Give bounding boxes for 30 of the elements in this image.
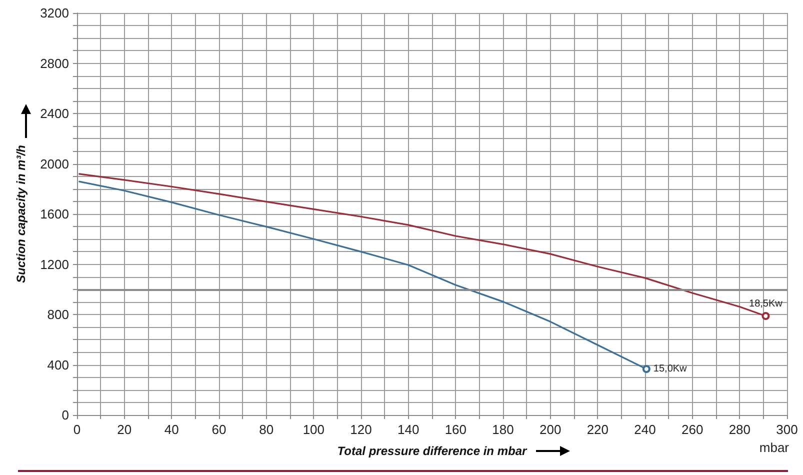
x-tick-label: 240 bbox=[634, 422, 656, 437]
x-axis-title: Total pressure difference in mbar bbox=[337, 444, 528, 458]
x-tick-label: 280 bbox=[728, 422, 751, 437]
y-tick-label: 800 bbox=[47, 307, 69, 322]
x-tick-label: 120 bbox=[350, 422, 372, 437]
series-label: 18,5Kw bbox=[749, 298, 784, 310]
y-tick-label: 2000 bbox=[40, 156, 69, 172]
x-tick-label: 140 bbox=[397, 422, 420, 437]
x-tick-label: 220 bbox=[586, 422, 609, 437]
x-tick-label: 60 bbox=[212, 422, 226, 437]
y-tick-label: 3200 bbox=[40, 6, 69, 20]
x-tick-label: 300 bbox=[776, 422, 798, 437]
y-tick-label: 1200 bbox=[40, 256, 69, 272]
y-tick-label: 2400 bbox=[40, 106, 69, 121]
x-tick-label: 200 bbox=[539, 422, 562, 437]
y-tick-label: 1600 bbox=[40, 206, 69, 222]
y-tick-label: 400 bbox=[47, 357, 69, 372]
y-tick-label: 0 bbox=[62, 408, 69, 422]
x-tick-label: 260 bbox=[681, 422, 704, 437]
x-tick-label: 0 bbox=[73, 422, 81, 437]
x-tick-label: 160 bbox=[444, 422, 467, 437]
x-tick-label: 100 bbox=[302, 422, 325, 437]
y-axis-title: Suction capacity in m³/h bbox=[14, 144, 28, 284]
series-label: 15,0Kw bbox=[653, 364, 688, 375]
x-tick-label: 40 bbox=[164, 422, 179, 437]
text: mbar bbox=[759, 440, 790, 455]
y-tick-label: 2800 bbox=[40, 56, 69, 71]
x-tick-label: 20 bbox=[117, 422, 132, 437]
x-tick-label: 180 bbox=[492, 422, 514, 437]
x-tick-label: 80 bbox=[259, 422, 274, 437]
